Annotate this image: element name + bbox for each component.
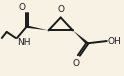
Polygon shape [73, 30, 89, 44]
Polygon shape [26, 26, 48, 30]
Text: O: O [73, 59, 80, 67]
Text: OH: OH [107, 37, 121, 46]
Text: O: O [18, 3, 25, 12]
Text: NH: NH [18, 38, 31, 47]
Text: O: O [57, 5, 64, 14]
